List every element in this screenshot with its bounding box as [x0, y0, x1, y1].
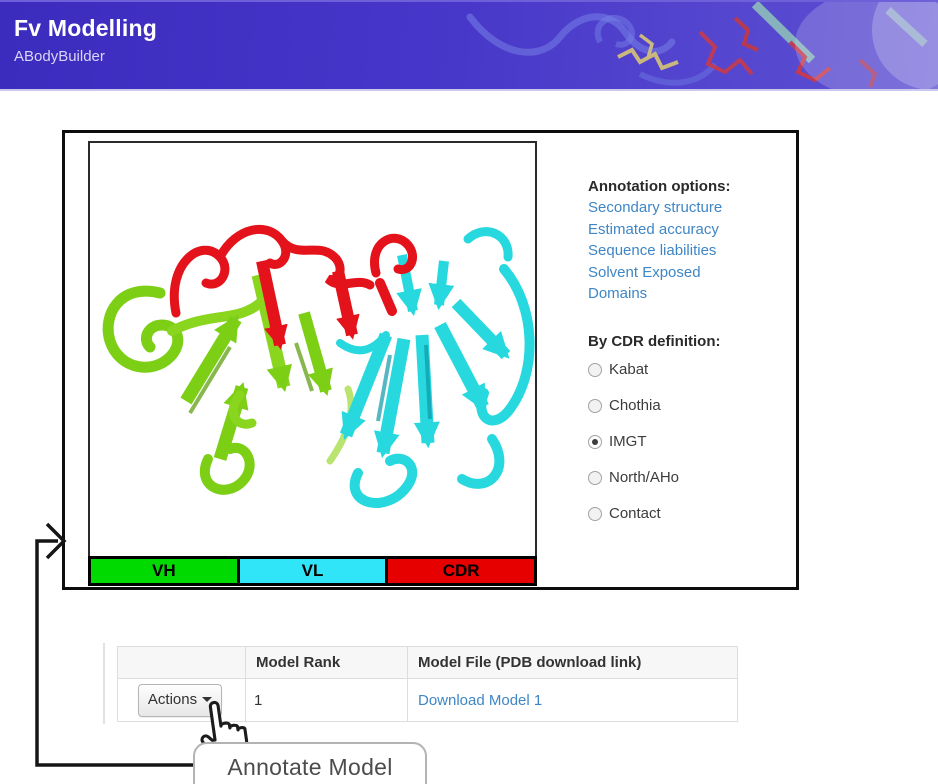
radio-button-chothia[interactable]: [588, 398, 602, 413]
radio-button-imgt[interactable]: [588, 434, 602, 449]
annotation-options-heading: Annotation options:: [588, 178, 731, 195]
options-column: Annotation options: Secondary structure …: [588, 176, 788, 532]
radio-button-contact[interactable]: [588, 506, 602, 521]
structure-viewer[interactable]: [88, 141, 537, 558]
link-estimated-accuracy[interactable]: Estimated accuracy: [588, 220, 719, 238]
annotate-model-label: Annotate Model: [227, 754, 393, 780]
radio-option-chothia[interactable]: Chothia: [588, 388, 788, 424]
radio-label: Contact: [609, 505, 661, 522]
header-banner: Fv Modelling ABodyBuilder: [0, 0, 938, 91]
download-model-link[interactable]: Download Model 1: [418, 691, 543, 709]
panel-left-edge: [103, 643, 105, 724]
caret-down-icon: [202, 697, 213, 703]
legend-vl: VL: [236, 556, 389, 586]
header-protein-decoration: [466, 2, 938, 89]
link-sequence-liabilities[interactable]: Sequence liabilities: [588, 242, 717, 259]
radio-label: IMGT: [609, 433, 647, 450]
radio-button-kabat[interactable]: [588, 362, 602, 377]
radio-option-contact[interactable]: Contact: [588, 496, 788, 532]
model-rank-header: Model Rank: [245, 646, 408, 679]
link-solvent-exposed[interactable]: Solvent Exposed: [588, 263, 701, 281]
radio-label: North/AHo: [609, 469, 680, 486]
radio-button-north-aho[interactable]: [588, 470, 602, 485]
page-subtitle: ABodyBuilder: [14, 48, 105, 65]
chain-legend: VH VL CDR: [88, 556, 538, 586]
radio-option-north-aho[interactable]: North/AHo: [588, 460, 788, 496]
cdr-definition-heading: By CDR definition:: [588, 332, 721, 350]
link-domains[interactable]: Domains: [588, 285, 648, 302]
radio-label: Chothia: [609, 397, 661, 414]
radio-option-imgt[interactable]: IMGT: [588, 424, 788, 460]
protein-structure-image: [102, 224, 535, 508]
legend-cdr: CDR: [385, 556, 538, 586]
legend-vh: VH: [88, 556, 240, 586]
table-header-row: Model Rank Model File (PDB download link…: [117, 646, 738, 679]
radio-option-kabat[interactable]: Kabat: [588, 352, 788, 388]
actions-column-header: [117, 646, 246, 679]
annotate-model-callout[interactable]: Annotate Model: [193, 742, 427, 784]
model-file-header: Model File (PDB download link): [407, 646, 738, 679]
link-secondary-structure[interactable]: Secondary structure: [588, 199, 723, 216]
radio-label: Kabat: [609, 361, 649, 378]
page-title: Fv Modelling: [14, 15, 157, 41]
model-rank-cell: 1: [245, 678, 408, 722]
